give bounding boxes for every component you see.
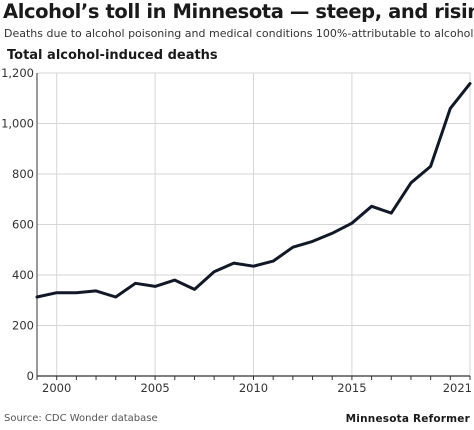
y-axis-label: Total alcohol-induced deaths	[7, 48, 218, 63]
x-tick-label: 2021	[443, 381, 472, 395]
source-note: Source: CDC Wonder database	[4, 413, 158, 424]
x-tick-label: 2000	[42, 381, 71, 395]
x-tick-label: 2015	[337, 381, 366, 395]
publisher-credit: Minnesota Reformer	[345, 413, 470, 425]
y-tick-label: 1,200	[1, 66, 34, 80]
chart-subtitle: Deaths due to alcohol poisoning and medi…	[4, 27, 474, 40]
y-tick-label: 1,000	[1, 117, 34, 131]
y-tick-label: 200	[12, 319, 34, 333]
x-tick-label: 2005	[140, 381, 169, 395]
chart-title: Alcohol’s toll in Minnesota — steep, and…	[3, 0, 474, 23]
y-tick-label: 800	[12, 167, 34, 181]
y-tick-label: 400	[12, 268, 34, 282]
x-tick-label: 2010	[239, 381, 268, 395]
y-tick-label: 600	[12, 218, 34, 232]
series-line	[35, 82, 472, 299]
y-tick-label: 0	[27, 369, 34, 383]
